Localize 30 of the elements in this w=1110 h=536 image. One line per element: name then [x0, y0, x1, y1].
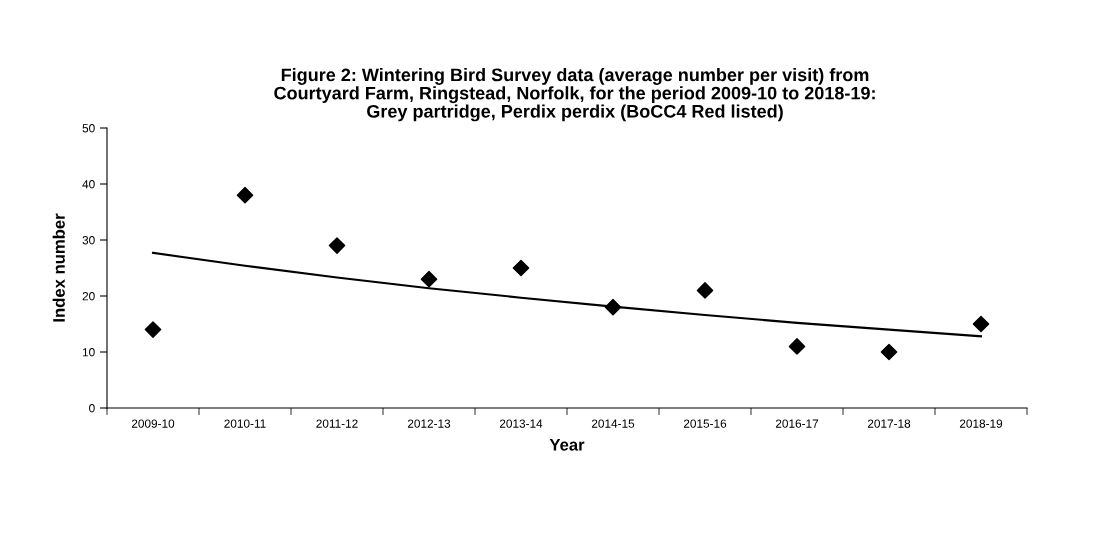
point — [972, 315, 990, 333]
point — [512, 259, 530, 277]
point — [788, 338, 806, 355]
y-tick-label: 0 — [89, 404, 95, 413]
x-tick-label: 2010-11 — [224, 419, 266, 428]
x-tick-label: 2012-13 — [407, 419, 451, 428]
line-series — [151, 251, 983, 338]
point — [880, 343, 898, 361]
x-tick-label: 2014-15 — [591, 419, 635, 428]
y-tick-label: 20 — [82, 292, 95, 301]
x-tick-label: 2017-18 — [867, 419, 911, 428]
x-tick-label: 2013-14 — [499, 419, 543, 428]
point — [604, 298, 622, 316]
y-axis-title: Index number — [52, 213, 65, 322]
point — [236, 186, 254, 204]
x-tick-label: 2009-10 — [131, 419, 175, 428]
x-tick-label: 2016-17 — [775, 419, 819, 428]
point — [328, 237, 346, 254]
x-tick-label: 2011-12 — [316, 419, 358, 428]
y-tick-label: 50 — [82, 124, 95, 133]
point — [696, 282, 714, 299]
y-tick-label: 10 — [82, 348, 95, 357]
y-tick-label: 40 — [82, 180, 95, 189]
x-tick-label: 2015-16 — [683, 419, 727, 428]
chart-title: Figure 2: Wintering Bird Survey data (average number per visit) from Courtyard Farm, Ringstead, Norfolk, for the period 2009-10 to 2018-19: Grey partridge, Perdix perdix (BoCC4 Red listed) — [274, 68, 875, 122]
y-tick-label: 30 — [82, 236, 95, 245]
x-tick-label: 2018-19 — [959, 419, 1003, 428]
point — [144, 321, 162, 338]
x-axis-title: Year — [549, 439, 585, 451]
point — [420, 270, 438, 288]
